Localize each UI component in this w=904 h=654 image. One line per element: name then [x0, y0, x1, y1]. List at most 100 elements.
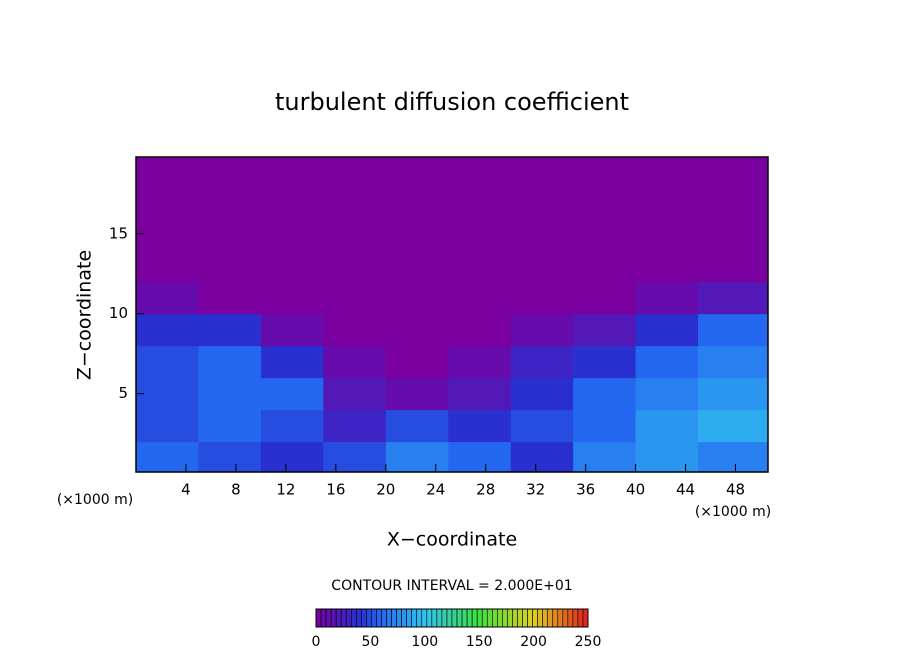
- x-unit-label: (×1000 m): [695, 504, 771, 520]
- heat-cell: [385, 313, 449, 347]
- heat-cell: [198, 157, 262, 283]
- heat-cell: [698, 441, 769, 473]
- heat-cell: [448, 281, 512, 315]
- x-tick-label: 12: [276, 481, 295, 499]
- heat-cell: [198, 409, 262, 443]
- heat-cell: [136, 409, 199, 443]
- heat-cell: [323, 281, 387, 315]
- colorbar-swatch: [522, 608, 528, 628]
- colorbar-swatch: [497, 608, 503, 628]
- colorbar-swatch: [345, 608, 352, 628]
- colorbar-swatch: [396, 608, 402, 628]
- x-tick-label: 28: [476, 481, 495, 499]
- colorbar-swatch: [491, 608, 498, 628]
- colorbar-swatch: [466, 608, 473, 628]
- colorbar-swatch: [507, 608, 513, 628]
- colorbar-swatch: [461, 608, 468, 628]
- colorbar-swatch: [315, 608, 322, 628]
- x-tick-label: 48: [726, 481, 745, 499]
- plot-frame: [135, 156, 769, 473]
- colorbar-swatch: [471, 608, 478, 628]
- heat-cell: [573, 377, 637, 411]
- heat-cell: [510, 281, 574, 315]
- heat-cell: [510, 409, 574, 443]
- heat-cell: [260, 409, 324, 443]
- colorbar-swatch: [401, 608, 407, 628]
- colorbar-swatch: [451, 608, 458, 628]
- colorbar-swatch: [350, 608, 357, 628]
- heat-cell: [198, 313, 262, 347]
- heat-cell: [510, 377, 574, 411]
- x-tick-label: 8: [231, 481, 241, 499]
- colorbar-tick-label: 200: [520, 634, 547, 650]
- colorbar-swatch: [582, 608, 589, 628]
- heat-cell: [573, 313, 637, 347]
- colorbar-swatch: [330, 608, 337, 628]
- x-unit-label: (×1000 m): [57, 492, 133, 508]
- colorbar-swatch: [411, 608, 418, 628]
- colorbar-swatch: [486, 608, 493, 628]
- heat-cell: [136, 313, 199, 347]
- heat-cell: [198, 345, 262, 379]
- heat-cell: [573, 345, 637, 379]
- x-tick-label: 36: [576, 481, 595, 499]
- heat-cell: [448, 377, 512, 411]
- colorbar-swatch: [532, 608, 538, 628]
- heat-cell: [698, 345, 769, 379]
- x-tick-label: 24: [426, 481, 445, 499]
- x-tick-label: 20: [376, 481, 395, 499]
- heat-cell: [635, 281, 699, 315]
- heat-cell: [635, 345, 699, 379]
- heat-cell: [510, 313, 574, 347]
- y-axis-label: Z−coordinate: [74, 250, 96, 380]
- heat-cell: [573, 157, 637, 283]
- x-axis-label: X−coordinate: [387, 529, 517, 551]
- heat-cell: [323, 345, 387, 379]
- colorbar-swatch: [436, 608, 443, 628]
- heat-cell: [260, 441, 324, 473]
- heat-cell: [323, 313, 387, 347]
- colorbar-swatch: [502, 608, 508, 628]
- heat-cell: [385, 441, 449, 473]
- heat-cell: [260, 377, 324, 411]
- colorbar-swatch: [572, 608, 579, 628]
- y-tick-label: 5: [118, 384, 128, 402]
- heat-cell: [448, 345, 512, 379]
- heat-cell: [323, 377, 387, 411]
- heat-cell: [198, 377, 262, 411]
- heat-cell: [260, 157, 324, 283]
- colorbar-swatch: [381, 608, 387, 628]
- colorbar-swatch: [335, 608, 342, 628]
- heat-cell: [698, 377, 769, 411]
- colorbar-swatch: [426, 608, 433, 628]
- heat-cell: [323, 409, 387, 443]
- colorbar-frame: [315, 608, 589, 628]
- heat-cell: [635, 377, 699, 411]
- heat-cell: [510, 345, 574, 379]
- colorbar-tick-label: 0: [312, 634, 321, 650]
- heat-cell: [385, 345, 449, 379]
- colorbar-swatch: [446, 608, 453, 628]
- heat-cell: [385, 409, 449, 443]
- heat-cell: [635, 157, 699, 283]
- heat-cell: [136, 345, 199, 379]
- colorbar-swatch: [340, 608, 347, 628]
- colorbar-swatch: [476, 608, 483, 628]
- colorbar-swatch: [355, 608, 362, 628]
- colorbar-swatch: [376, 608, 382, 628]
- colorbar-swatch: [406, 608, 413, 628]
- heat-cell: [573, 281, 637, 315]
- colorbar-swatch: [552, 608, 559, 628]
- heat-cell: [385, 157, 449, 283]
- x-tick-label: 4: [181, 481, 191, 499]
- colorbar-swatch: [421, 608, 428, 628]
- colorbar-swatch: [577, 608, 584, 628]
- colorbar-swatch: [386, 608, 392, 628]
- heat-cell: [136, 377, 199, 411]
- x-tick-label: 16: [326, 481, 345, 499]
- heat-cell: [635, 313, 699, 347]
- colorbar-swatch: [512, 608, 518, 628]
- heat-cell: [635, 441, 699, 473]
- heat-cell: [698, 313, 769, 347]
